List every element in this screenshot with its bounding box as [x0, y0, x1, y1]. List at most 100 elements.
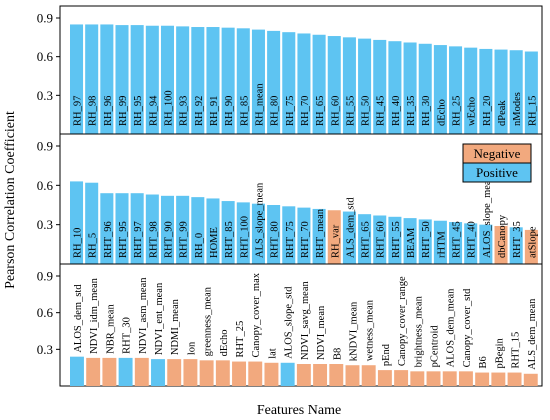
bar-label: NDVI_savg_mean — [300, 281, 311, 360]
bar-label: ALOS_dem_std — [73, 284, 84, 353]
bar — [267, 30, 281, 135]
bar-label: greenness_mean — [203, 286, 214, 356]
bar — [361, 365, 376, 386]
bar — [151, 359, 165, 386]
y-tick-label: 0.3 — [37, 342, 53, 357]
y-tick-label: 0.6 — [37, 178, 54, 193]
y-tick-label: 0.3 — [37, 88, 53, 103]
bar — [523, 373, 538, 386]
bar-label: NDVI_idm_mean — [89, 277, 100, 354]
bar — [297, 207, 311, 264]
bar — [479, 48, 493, 134]
bar-label: RHT_85 — [224, 221, 235, 258]
bar-label: RH_50 — [361, 96, 372, 126]
bar — [199, 360, 214, 386]
bar — [312, 208, 326, 264]
bar — [394, 370, 409, 386]
bar-label: NDMI_mean — [170, 298, 181, 355]
bar — [494, 225, 508, 264]
bar-label: RHT_25 — [235, 321, 246, 358]
bar-label: Canopy_cover_max — [251, 272, 262, 357]
bar-label: ALOS_slope_std — [284, 286, 295, 359]
bar-label: brightness_mean — [413, 295, 424, 367]
bar-label: RHT_90 — [163, 221, 174, 258]
bar — [442, 371, 457, 386]
bar — [206, 198, 220, 264]
bar-label: dEcho — [219, 330, 230, 357]
bar — [358, 38, 372, 134]
bar — [509, 227, 523, 264]
bar-label: RHT_30 — [122, 317, 133, 354]
bar-label: RH_35 — [406, 96, 417, 126]
bar — [403, 42, 417, 134]
bar — [329, 364, 344, 386]
bar — [251, 203, 265, 264]
bar-label: rHTM — [436, 231, 447, 258]
bar — [130, 25, 144, 134]
legend-negative-label: Negative — [474, 146, 521, 161]
bar — [176, 195, 190, 264]
bar — [433, 220, 447, 264]
panel-bottom: 0.3 0.6 0.9 ALOS_dem_std NDVI_idm_mean NBR_me… — [37, 263, 543, 387]
y-axis-label: Pearson Correlation Coefficient — [3, 111, 18, 289]
bar — [475, 372, 490, 386]
bar-label: RH_20 — [482, 96, 493, 126]
bar — [479, 224, 493, 264]
bar — [70, 24, 84, 135]
bar — [312, 34, 326, 134]
bar-label: wEcho — [467, 97, 478, 126]
bar — [377, 370, 392, 386]
legend-positive-label: Positive — [476, 165, 518, 180]
bar — [232, 361, 247, 386]
bar-label: RH_96 — [103, 96, 114, 126]
bar-label: RH_5 — [88, 233, 99, 258]
bar-label: RH_var — [330, 224, 341, 258]
legend-positive-swatch — [462, 162, 532, 183]
bar-label: Canopy_cover_range — [397, 276, 408, 366]
bar-label: lon — [186, 341, 197, 355]
bar — [373, 215, 387, 264]
bar-label: RHT_97 — [133, 221, 144, 258]
bar-label: ALS_dem_std — [345, 197, 356, 258]
panel-middle: 0.3 0.6 0.9 RH_10 RH_5 RHT_96 RHT_95 RHT_97 RHT_… — [37, 133, 543, 265]
y-tick-label: 0.6 — [37, 305, 54, 320]
bar-label: RH_70 — [300, 96, 311, 126]
bar-label: wetness_mean — [365, 299, 376, 361]
bar-label: RH_mean — [254, 83, 265, 126]
bar — [327, 210, 341, 264]
bar-label: lat — [267, 348, 278, 359]
bar — [191, 197, 205, 264]
bar-label: RHT_55 — [391, 221, 402, 258]
bar-label: NDVI_ent_mean — [154, 282, 165, 355]
bar — [345, 365, 360, 386]
bar-label: RH_40 — [391, 96, 402, 126]
bar — [115, 25, 129, 134]
bar-label: HOME — [209, 227, 220, 258]
bar — [282, 32, 296, 134]
bar — [183, 359, 198, 386]
bar-label: pEnd — [381, 343, 392, 366]
bar — [160, 195, 175, 264]
bar-label: RH_25 — [452, 96, 463, 126]
bar — [100, 193, 114, 264]
bar-label: RHT_99 — [179, 221, 190, 258]
bar-label: RHT_96 — [103, 221, 114, 258]
bar — [282, 206, 296, 264]
bar-label: RH_92 — [194, 96, 205, 126]
bar — [464, 223, 478, 264]
y-tick-label: 0.9 — [37, 139, 53, 154]
y-tick-label: 0.6 — [37, 49, 54, 64]
bar — [458, 371, 473, 386]
bar-label: RH_97 — [73, 96, 84, 126]
x-axis-label: Features Name — [257, 403, 341, 418]
bar-label: Canopy_cover_std — [462, 288, 473, 367]
bar — [145, 194, 159, 264]
bar-label: ALOS_slope_mean — [482, 174, 493, 258]
bar-label: NDVI_mean — [316, 305, 327, 360]
y-tick-label: 0.9 — [37, 11, 53, 26]
bar — [236, 202, 250, 264]
bar — [509, 50, 523, 134]
bar-label: RHT_45 — [452, 221, 463, 258]
bar — [215, 360, 230, 386]
bar-label: RH_91 — [209, 96, 220, 126]
